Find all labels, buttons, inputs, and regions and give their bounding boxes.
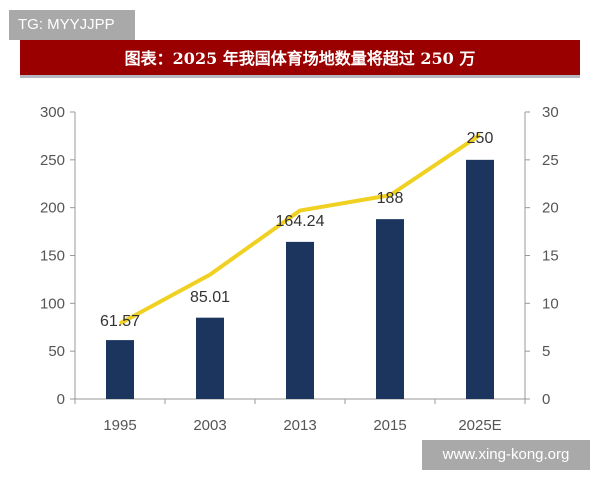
left-tick-label: 100 bbox=[40, 295, 65, 312]
x-tick-label: 2015 bbox=[373, 417, 406, 434]
left-tick-label: 150 bbox=[40, 248, 65, 265]
left-tick-label: 250 bbox=[40, 152, 65, 169]
right-tick-label: 20 bbox=[542, 200, 559, 217]
data-label: 250 bbox=[467, 130, 494, 147]
right-tick-label: 5 bbox=[542, 343, 550, 360]
x-tick-label: 2013 bbox=[283, 417, 316, 434]
x-tick-label: 2003 bbox=[193, 417, 226, 434]
bar bbox=[376, 219, 404, 399]
x-tick-label: 1995 bbox=[103, 417, 136, 434]
bar bbox=[106, 340, 134, 399]
right-tick-label: 25 bbox=[542, 152, 559, 169]
left-tick-label: 50 bbox=[48, 343, 65, 360]
right-tick-label: 10 bbox=[542, 295, 559, 312]
left-tick-label: 300 bbox=[40, 104, 65, 121]
x-tick-label: 2025E bbox=[458, 417, 501, 434]
data-label: 61.57 bbox=[100, 313, 140, 330]
right-tick-label: 30 bbox=[542, 104, 559, 121]
left-tick-label: 0 bbox=[57, 391, 65, 408]
left-tick-label: 200 bbox=[40, 200, 65, 217]
watermark-bottom: www.xing-kong.org bbox=[422, 440, 590, 470]
bar bbox=[466, 159, 494, 399]
right-tick-label: 15 bbox=[542, 248, 559, 265]
data-label: 188 bbox=[377, 190, 404, 207]
right-tick-label: 0 bbox=[542, 391, 550, 408]
chart-title: 图表：2025 年我国体育场地数量将超过 250 万 bbox=[20, 40, 580, 78]
data-label: 164.24 bbox=[276, 213, 325, 230]
bar bbox=[196, 317, 224, 399]
data-label: 85.01 bbox=[190, 289, 230, 306]
watermark-top: TG: MYYJJPP bbox=[9, 10, 135, 40]
bar bbox=[286, 241, 314, 399]
